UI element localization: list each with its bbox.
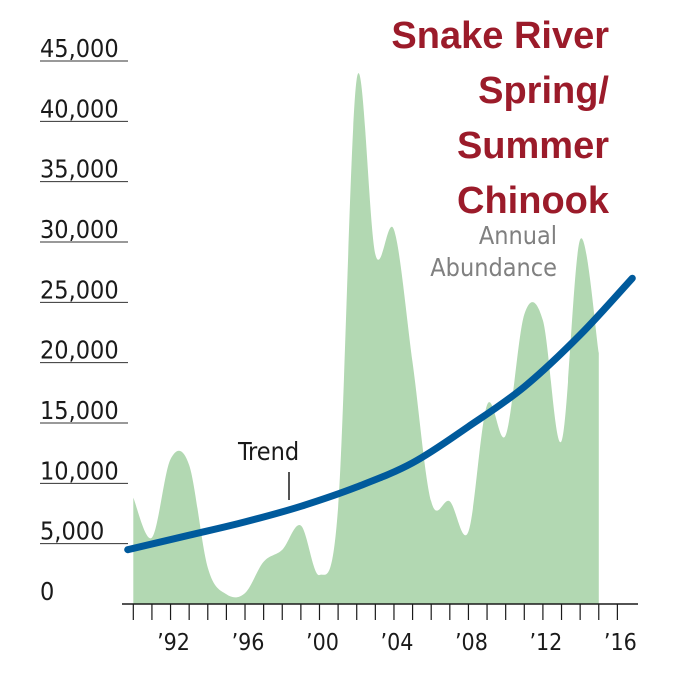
trend-label: Trend (237, 437, 299, 466)
y-tick-label: 20,000 (40, 336, 119, 365)
y-tick-label: 5,000 (40, 517, 104, 546)
y-tick-label: 10,000 (40, 456, 119, 485)
chart-title-line: Spring/ (478, 70, 609, 112)
y-tick-label: 30,000 (40, 215, 119, 244)
chart-title-line: Chinook (457, 180, 610, 222)
chart-title-line: Snake River (391, 15, 609, 57)
x-axis: ’92 ’96 ’00 ’04 ’08 ’12 ’16 (122, 603, 638, 656)
y-tick-label: 35,000 (40, 155, 119, 184)
x-tick-label: ’12 (529, 630, 562, 656)
x-tick-label: ’04 (381, 630, 414, 656)
area-series-annual-abundance (133, 73, 599, 604)
y-tick-label: 15,000 (40, 396, 119, 425)
chart-title-line: Summer (457, 125, 609, 167)
x-tick-label: ’96 (232, 630, 265, 656)
x-tick-label: ’16 (604, 630, 637, 656)
trend-line (124, 274, 636, 554)
x-tick-label: ’08 (455, 630, 488, 656)
x-tick-label: ’00 (306, 630, 339, 656)
series-label-annual-abundance: Annual Abundance (430, 221, 557, 282)
series-label-line: Abundance (430, 253, 557, 282)
y-tick-label: 0 (40, 577, 54, 606)
y-axis-ticks: 0 5,000 10,000 15,000 20,000 25,000 30,000 35,0… (40, 34, 128, 606)
x-tick-label: ’92 (157, 630, 190, 656)
y-tick-label: 40,000 (40, 94, 119, 123)
chart-title: Snake River Spring/Summer Chinook (391, 15, 609, 222)
y-tick-label: 45,000 (40, 34, 119, 63)
series-label-line: Annual (479, 221, 557, 250)
y-tick-label: 25,000 (40, 275, 119, 304)
